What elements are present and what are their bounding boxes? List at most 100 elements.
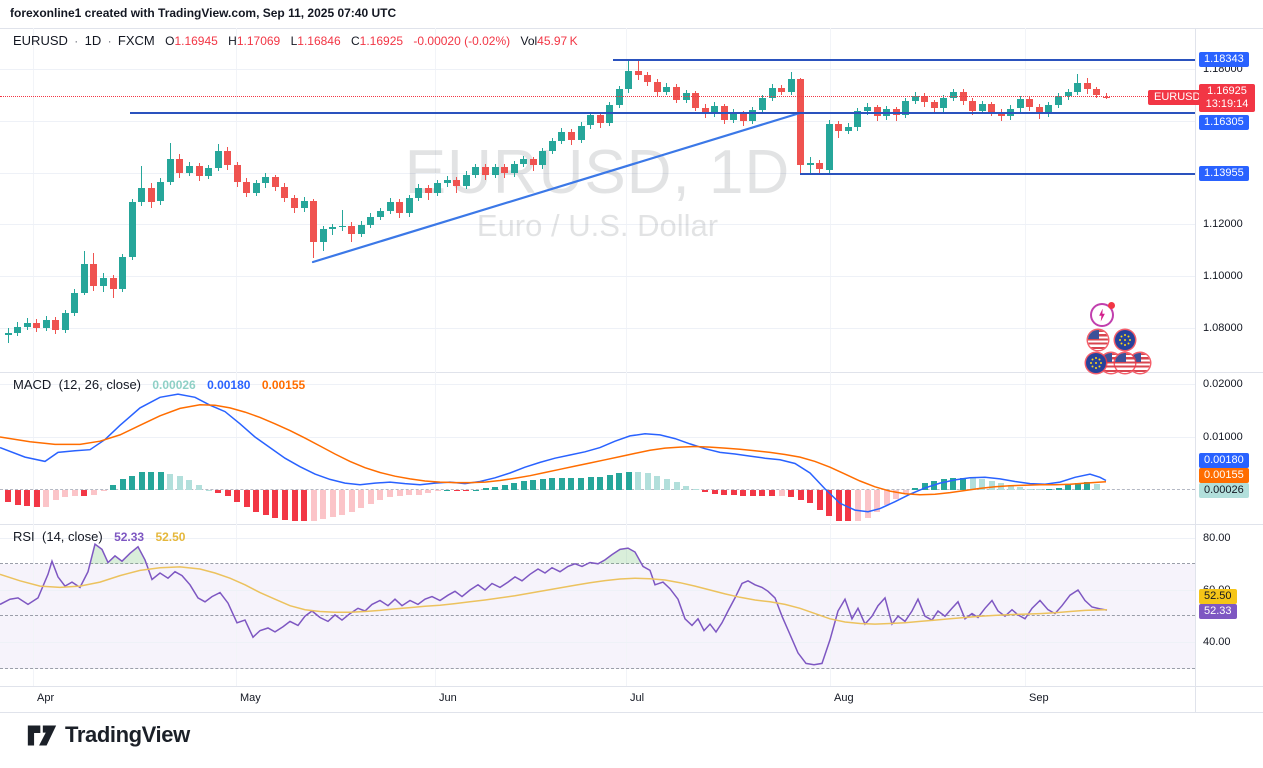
macd-rsi-separator[interactable]	[0, 524, 1263, 525]
symbol-price-label-badge: EURUSD	[1148, 90, 1207, 105]
time-axis-label[interactable]: Jul	[630, 692, 645, 704]
candle-body	[854, 111, 862, 128]
candle-body	[825, 124, 833, 170]
rsi-title[interactable]: RSI	[13, 529, 35, 544]
candle-body	[663, 86, 671, 92]
candle-body	[147, 187, 155, 202]
candle-body	[806, 162, 814, 166]
rsi-value-badge: 52.33	[1199, 604, 1237, 619]
volume-field: Vol45.97 K	[520, 34, 578, 48]
month-gridline	[236, 28, 237, 686]
ohlc-close-value: 1.16925	[359, 34, 404, 48]
tradingview-logo-icon	[27, 725, 57, 745]
tradingview-logo[interactable]: TradingView	[27, 722, 190, 748]
price-level-badge: 1.18343	[1199, 52, 1249, 67]
horizontal-ray-drawing[interactable]	[800, 173, 1195, 175]
rsi-axis-label[interactable]: 80.00	[1203, 531, 1231, 544]
candle-body	[271, 177, 279, 187]
candle-body	[644, 74, 652, 82]
legend-symbol[interactable]: EURUSD	[13, 33, 68, 48]
candle-body	[1016, 98, 1024, 109]
candle-body	[1102, 96, 1110, 98]
time-axis-label[interactable]: Apr	[37, 692, 55, 704]
candle-body	[4, 332, 12, 335]
month-gridline	[626, 28, 627, 686]
macd-gridline	[0, 384, 1195, 385]
horizontal-ray-drawing[interactable]	[130, 112, 1195, 114]
candle-body	[692, 93, 700, 108]
candle-body	[816, 162, 824, 170]
current-price-value: 1.16925	[1207, 85, 1247, 97]
candle-body	[291, 197, 298, 209]
rsi-legend: RSI (14, close) 52.33 52.50	[13, 529, 185, 544]
candle-wick	[7, 327, 9, 343]
candle-body	[902, 100, 910, 116]
candle-body	[988, 104, 996, 112]
rsi-params: (14, close)	[42, 529, 103, 544]
eu-flag-stars	[1095, 362, 1097, 364]
us-flag-event-icon[interactable]	[1130, 353, 1150, 373]
snapshot-caption: forexonline1 created with TradingView.co…	[10, 6, 397, 20]
price-axis-label[interactable]: 1.12000	[1203, 218, 1243, 231]
macd-axis-label[interactable]: 0.02000	[1203, 378, 1243, 390]
price-macd-separator[interactable]	[0, 372, 1263, 373]
rsi-axis-label[interactable]: 40.00	[1203, 636, 1231, 649]
candle-body	[864, 106, 871, 112]
candle-body	[252, 183, 260, 193]
candle-body	[940, 98, 948, 109]
macd-histogram-value: 0.00026	[152, 378, 196, 392]
candle-body	[42, 320, 50, 328]
candle-body	[997, 111, 1005, 117]
time-axis-label[interactable]: Sep	[1029, 692, 1049, 704]
eu-flag-event-icon[interactable]	[1115, 330, 1135, 350]
candle-body	[1064, 92, 1072, 97]
macd-value-badge: 0.00155	[1199, 468, 1249, 483]
us-flag-canton	[1130, 353, 1141, 362]
price-scale-border	[1195, 28, 1196, 712]
candle-wick	[141, 166, 143, 207]
candle-body	[14, 327, 22, 333]
candle-body	[969, 100, 977, 111]
candle-body	[625, 71, 633, 90]
candle-body	[100, 278, 107, 286]
time-axis-label[interactable]: Aug	[834, 692, 854, 704]
macd-line-value: 0.00180	[207, 378, 251, 392]
candle-body	[673, 86, 680, 100]
candle-body	[224, 151, 232, 166]
us-flag-event-icon[interactable]	[1088, 330, 1108, 350]
candle-body	[157, 182, 165, 202]
candle-body	[835, 124, 843, 131]
candle-body	[778, 87, 786, 92]
month-gridline	[830, 28, 831, 686]
eu-flag-event-icon[interactable]	[1086, 353, 1106, 373]
legend-separator-2: ·	[107, 34, 112, 48]
legend-interval[interactable]: 1D	[84, 33, 102, 48]
horizontal-ray-drawing[interactable]	[613, 59, 1195, 61]
legend-exchange[interactable]: FXCM	[117, 33, 155, 48]
price-gridline	[0, 69, 1195, 70]
candle-body	[1045, 104, 1053, 114]
price-level-badge: 1.16305	[1199, 115, 1249, 130]
ohlc-high-value: 1.17069	[236, 34, 281, 48]
price-gridline	[0, 276, 1195, 277]
candle-body	[205, 167, 213, 176]
macd-title[interactable]: MACD	[13, 377, 52, 392]
price-axis-label[interactable]: 1.08000	[1203, 321, 1243, 334]
candle-body	[1093, 89, 1101, 95]
earnings-flash-event-icon[interactable]	[1092, 302, 1115, 325]
time-axis-separator	[0, 686, 1263, 687]
candle-body	[873, 106, 881, 117]
price-axis-label[interactable]: 1.10000	[1203, 269, 1243, 282]
candle-body	[90, 263, 98, 286]
time-axis-label[interactable]: May	[240, 692, 261, 704]
us-flag-event-icon[interactable]	[1115, 353, 1135, 373]
macd-axis-label[interactable]: 0.01000	[1203, 431, 1243, 443]
candle-body	[1035, 106, 1043, 114]
time-axis-label[interactable]: Jun	[439, 692, 457, 704]
macd-value-badge: 0.00026	[1199, 483, 1249, 498]
candle-body	[653, 81, 661, 92]
candle-body	[71, 292, 79, 313]
candle-body	[61, 312, 69, 330]
